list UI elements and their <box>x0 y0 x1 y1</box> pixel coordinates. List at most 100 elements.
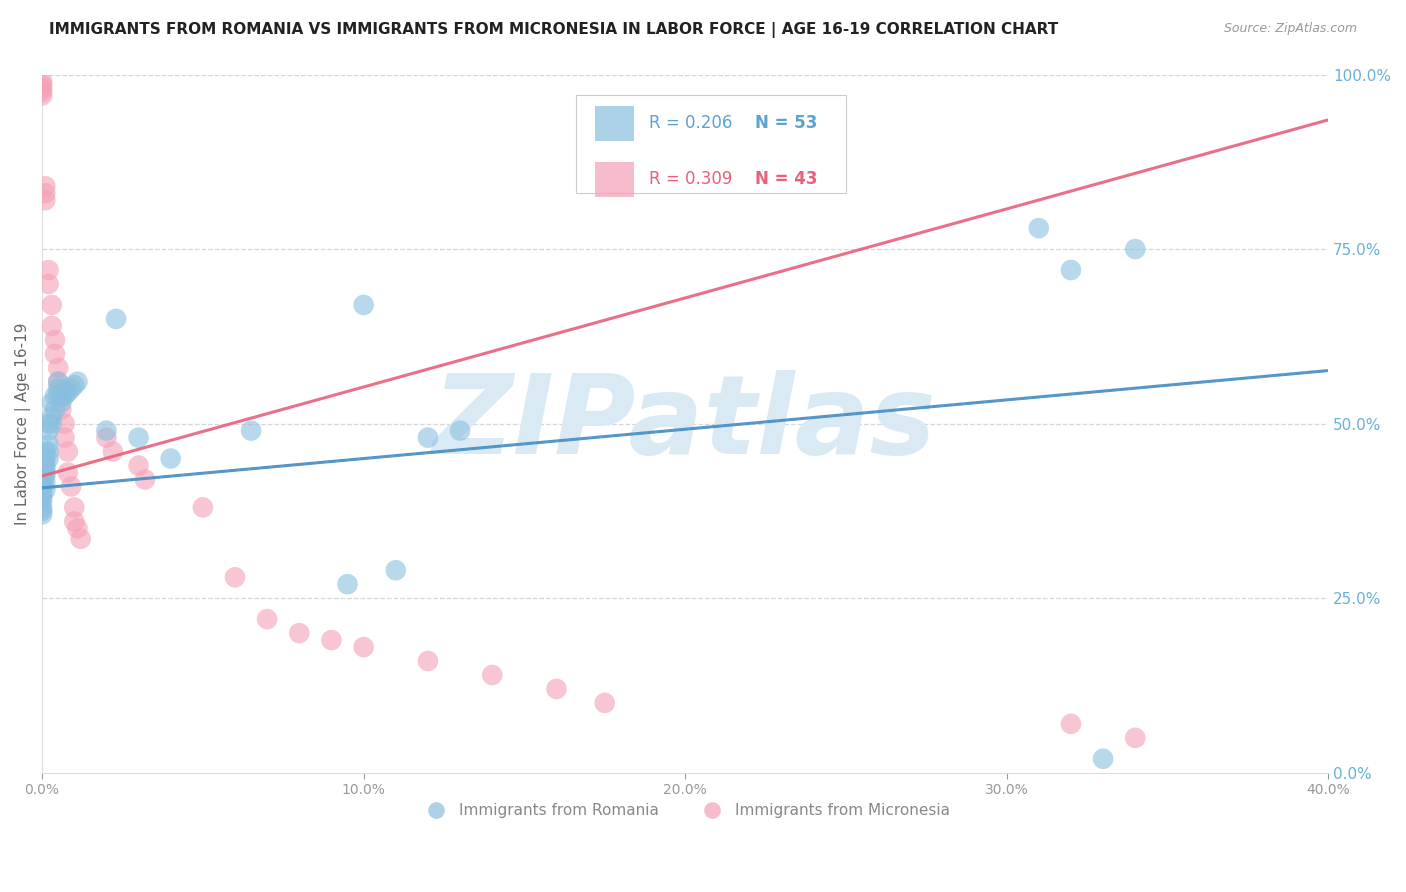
Point <box>321 633 343 648</box>
Point <box>38 451 60 466</box>
Text: N = 53: N = 53 <box>755 114 817 132</box>
Point <box>41 318 63 333</box>
FancyBboxPatch shape <box>576 95 846 194</box>
Point <box>353 298 375 312</box>
Point <box>44 402 66 417</box>
Point <box>1028 221 1050 235</box>
Point <box>51 389 73 403</box>
Point <box>31 74 53 88</box>
Point <box>53 431 76 445</box>
Point <box>60 479 83 493</box>
Point <box>31 504 53 518</box>
Point <box>34 451 56 466</box>
Point <box>69 532 91 546</box>
Point <box>336 577 359 591</box>
Point <box>34 186 56 201</box>
Point <box>44 333 66 347</box>
Point <box>31 88 53 103</box>
Point <box>34 462 56 476</box>
Point <box>224 570 246 584</box>
Point <box>128 458 150 473</box>
Point <box>46 360 69 375</box>
Point <box>593 696 616 710</box>
Point <box>481 668 503 682</box>
Point <box>105 312 128 326</box>
Point <box>31 85 53 99</box>
Point <box>63 378 86 392</box>
Point <box>31 78 53 92</box>
Point <box>41 298 63 312</box>
Point <box>34 458 56 473</box>
Text: ZIPatlas: ZIPatlas <box>433 370 936 477</box>
Point <box>34 475 56 490</box>
Point <box>56 444 79 458</box>
Point <box>288 626 311 640</box>
Point <box>416 431 439 445</box>
Point <box>384 563 406 577</box>
Point <box>46 375 69 389</box>
Point <box>31 486 53 500</box>
Point <box>53 417 76 431</box>
Point <box>38 424 60 438</box>
Point <box>1123 731 1146 745</box>
Point <box>38 417 60 431</box>
Point <box>60 382 83 396</box>
Point <box>56 385 79 400</box>
Point <box>31 479 53 493</box>
Point <box>34 193 56 207</box>
Bar <box>595 106 634 141</box>
Point <box>46 375 69 389</box>
Point <box>53 389 76 403</box>
Point <box>51 389 73 403</box>
Point <box>34 483 56 497</box>
Point <box>34 179 56 194</box>
Point <box>38 437 60 451</box>
Point <box>34 466 56 480</box>
Text: R = 0.206: R = 0.206 <box>650 114 733 132</box>
Point <box>353 640 375 654</box>
Point <box>240 424 263 438</box>
Point <box>256 612 278 626</box>
Point <box>41 417 63 431</box>
Point <box>31 475 53 490</box>
Point <box>46 389 69 403</box>
Point <box>34 444 56 458</box>
Point <box>191 500 214 515</box>
Point <box>44 347 66 361</box>
Point <box>31 508 53 522</box>
Point <box>38 444 60 458</box>
Point <box>31 493 53 508</box>
Point <box>41 409 63 424</box>
Point <box>128 431 150 445</box>
Point <box>31 473 53 487</box>
Y-axis label: In Labor Force | Age 16-19: In Labor Force | Age 16-19 <box>15 322 31 524</box>
Point <box>31 466 53 480</box>
Point <box>66 375 89 389</box>
Point <box>31 81 53 95</box>
Point <box>546 681 568 696</box>
Text: N = 43: N = 43 <box>755 170 817 188</box>
Text: Source: ZipAtlas.com: Source: ZipAtlas.com <box>1223 22 1357 36</box>
Point <box>56 466 79 480</box>
Point <box>96 424 118 438</box>
Text: R = 0.309: R = 0.309 <box>650 170 733 188</box>
Point <box>134 473 156 487</box>
Point <box>66 521 89 535</box>
Point <box>46 382 69 396</box>
Point <box>1060 717 1083 731</box>
Point <box>51 395 73 409</box>
Point <box>31 490 53 504</box>
Point <box>1123 242 1146 256</box>
Point <box>31 500 53 515</box>
Point <box>44 389 66 403</box>
Bar <box>595 161 634 197</box>
Point <box>51 402 73 417</box>
Point <box>34 469 56 483</box>
Point <box>101 444 124 458</box>
Point <box>1092 752 1115 766</box>
Point <box>449 424 471 438</box>
Point <box>63 500 86 515</box>
Legend: Immigrants from Romania, Immigrants from Micronesia: Immigrants from Romania, Immigrants from… <box>415 797 956 824</box>
Point <box>1060 263 1083 277</box>
Point <box>53 382 76 396</box>
